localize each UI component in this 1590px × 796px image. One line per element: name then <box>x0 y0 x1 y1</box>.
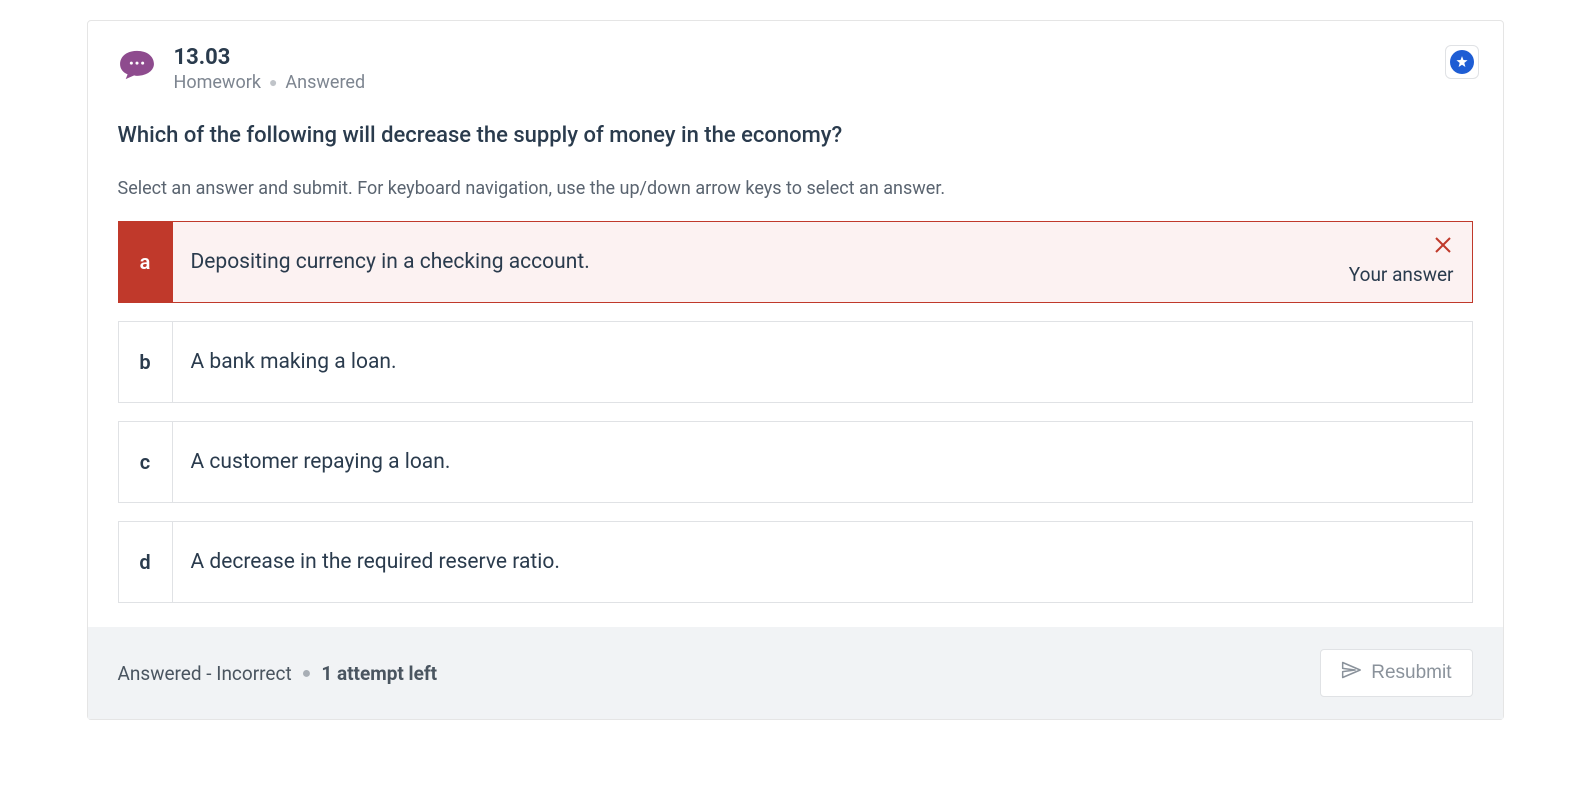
question-status-label: Answered <box>285 72 365 93</box>
answer-letter: c <box>119 422 173 502</box>
answer-content: A customer repaying a loan. <box>173 422 1472 502</box>
answers-list: a Depositing currency in a checking acco… <box>118 221 1473 617</box>
question-card: 13.03 Homework ● Answered Which of the f… <box>87 20 1504 720</box>
answer-content: A bank making a loan. <box>173 322 1472 402</box>
star-icon <box>1450 50 1474 74</box>
answered-status-label: Answered - Incorrect <box>118 662 292 685</box>
card-header: 13.03 Homework ● Answered <box>88 21 1503 103</box>
question-body: Which of the following will decrease the… <box>88 103 1503 627</box>
question-meta: Homework ● Answered <box>174 72 366 93</box>
card-footer: Answered - Incorrect ● 1 attempt left Re… <box>88 627 1503 719</box>
answer-letter: b <box>119 322 173 402</box>
answer-text: A customer repaying a loan. <box>191 450 451 474</box>
resubmit-label: Resubmit <box>1371 662 1451 684</box>
star-badge-button[interactable] <box>1445 45 1479 79</box>
resubmit-button[interactable]: Resubmit <box>1320 649 1472 697</box>
question-instructions: Select an answer and submit. For keyboar… <box>118 178 1473 199</box>
incorrect-x-icon <box>1432 234 1454 261</box>
answer-content: A decrease in the required reserve ratio… <box>173 522 1472 602</box>
meta-separator-dot: ● <box>269 74 277 91</box>
paper-plane-icon <box>1341 660 1361 686</box>
answer-option-b[interactable]: b A bank making a loan. <box>118 321 1473 403</box>
answer-feedback: Your answer <box>1349 234 1454 286</box>
footer-status: Answered - Incorrect ● 1 attempt left <box>118 662 438 685</box>
answer-option-d[interactable]: d A decrease in the required reserve rat… <box>118 521 1473 603</box>
answer-option-a[interactable]: a Depositing currency in a checking acco… <box>118 221 1473 303</box>
header-text-block: 13.03 Homework ● Answered <box>174 45 366 93</box>
question-type-label: Homework <box>174 72 261 93</box>
answer-text: Depositing currency in a checking accoun… <box>191 250 590 274</box>
answer-content: Depositing currency in a checking accoun… <box>173 222 1472 302</box>
attempts-left-label: 1 attempt left <box>321 662 437 685</box>
answer-letter: a <box>119 222 173 302</box>
answer-letter: d <box>119 522 173 602</box>
footer-separator-dot: ● <box>302 663 312 683</box>
answer-text: A bank making a loan. <box>191 350 397 374</box>
answer-option-c[interactable]: c A customer repaying a loan. <box>118 421 1473 503</box>
question-number: 13.03 <box>174 45 366 70</box>
your-answer-label: Your answer <box>1349 263 1454 286</box>
chat-bubble-icon <box>118 49 156 81</box>
answer-text: A decrease in the required reserve ratio… <box>191 550 560 574</box>
question-text: Which of the following will decrease the… <box>118 123 1473 148</box>
